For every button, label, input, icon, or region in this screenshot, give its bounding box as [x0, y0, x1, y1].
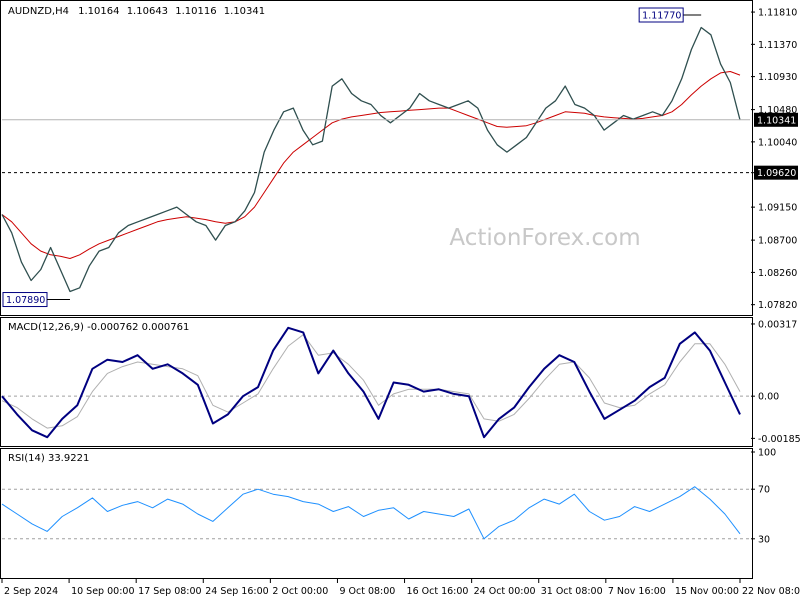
symbol-header: AUDNZD,H4 1.10164 1.10643 1.10116 1.1034…	[8, 6, 265, 17]
current-price-label: 1.10341	[757, 115, 796, 126]
price-panel-frame	[0, 0, 753, 316]
moving-average-series-line	[1, 71, 741, 259]
rsi-panel: 100 70 30	[1, 448, 776, 545]
macd-series-line	[1, 326, 741, 439]
y-tick-label: 1.07820	[758, 300, 797, 311]
price-series-line	[1, 26, 741, 293]
x-tick-label: 16 Oct 16:00	[407, 586, 469, 597]
low-marker-label: 1.07890	[6, 295, 45, 306]
rsi-series-line	[1, 486, 741, 540]
ohlc-open: 1.10164	[78, 6, 119, 17]
y-tick-label: 1.10930	[758, 72, 797, 83]
signal-series-line	[1, 334, 741, 429]
y-tick-label: 30	[758, 534, 770, 545]
x-tick-label: 24 Sep 16:00	[205, 586, 268, 597]
y-tick-label: 0.00	[758, 392, 779, 403]
y-tick-label: 1.11370	[758, 40, 797, 51]
y-tick-label: 0.00317	[758, 319, 797, 330]
x-tick-label: 31 Oct 08:00	[541, 586, 603, 597]
high-marker-box	[638, 7, 684, 23]
y-tick-label: 1.09150	[758, 203, 797, 214]
y-tick-label: 1.11810	[758, 8, 797, 19]
symbol-label: AUDNZD,H4	[8, 6, 69, 17]
x-tick-label: 15 Nov 00:00	[675, 586, 739, 597]
y-tick-label: 1.08260	[758, 268, 797, 279]
watermark: ActionForex.com	[449, 225, 640, 251]
x-tick-label: 2 Sep 2024	[4, 586, 58, 597]
y-tick-label: 1.08700	[758, 236, 797, 247]
y-tick-label: 70	[758, 485, 770, 496]
y-tick-label: -0.001853	[758, 434, 800, 445]
y-tick-label: 100	[758, 448, 776, 459]
x-tick-label: 10 Sep 00:00	[71, 586, 134, 597]
macd-panel: 0.00317 0.00 -0.001853	[1, 319, 800, 445]
x-tick-label: 9 Oct 08:00	[339, 586, 395, 597]
high-marker-label: 1.11770	[642, 11, 681, 22]
y-tick-label: 1.10480	[758, 105, 797, 116]
price-panel: 1.07820 1.08260 1.08700 1.09150 1.09620 1.100…	[1, 7, 798, 311]
x-axis: 2 Sep 2024 10 Sep 00:00 17 Sep 08:00 24 Sep…	[1, 579, 800, 597]
ohlc-close: 1.10341	[224, 6, 265, 17]
rsi-panel-frame	[0, 448, 753, 579]
y-tick-label: 1.10040	[758, 137, 797, 148]
support-level-label-box	[754, 165, 798, 180]
rsi-title: RSI(14) 33.9221	[8, 453, 89, 464]
macd-title: MACD(12,26,9) -0.000762 0.000761	[8, 322, 189, 333]
x-tick-label: 24 Oct 00:00	[474, 586, 536, 597]
x-tick-label: 17 Sep 08:00	[138, 586, 201, 597]
x-tick-label: 7 Nov 16:00	[608, 586, 666, 597]
support-level-label: 1.09620	[757, 168, 796, 179]
ohlc-high: 1.10643	[127, 6, 168, 17]
macd-panel-frame	[0, 317, 753, 447]
current-price-label-box	[754, 112, 798, 127]
x-tick-label: 2 Oct 00:00	[272, 586, 328, 597]
x-tick-label: 22 Nov 08:00	[742, 586, 800, 597]
ohlc-low: 1.10116	[175, 6, 216, 17]
